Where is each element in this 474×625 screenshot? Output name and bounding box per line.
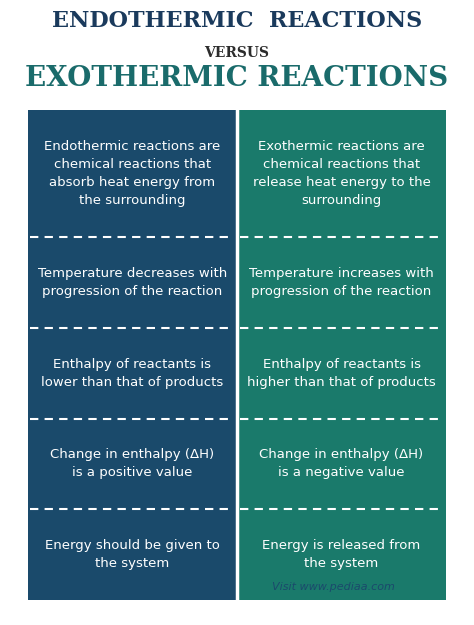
Bar: [237, 237, 446, 328]
Bar: [237, 110, 446, 237]
Bar: [237, 419, 446, 509]
Text: Energy should be given to
the system: Energy should be given to the system: [45, 539, 220, 570]
Text: EXOTHERMIC REACTIONS: EXOTHERMIC REACTIONS: [26, 65, 448, 92]
Bar: [237, 328, 446, 419]
Text: Visit www.pediaa.com: Visit www.pediaa.com: [272, 582, 395, 592]
Text: ENDOTHERMIC  REACTIONS: ENDOTHERMIC REACTIONS: [52, 10, 422, 32]
Bar: [28, 509, 237, 600]
Text: Change in enthalpy (ΔH)
is a negative value: Change in enthalpy (ΔH) is a negative va…: [259, 448, 424, 479]
Text: Temperature decreases with
progression of the reaction: Temperature decreases with progression o…: [38, 267, 227, 298]
Text: Enthalpy of reactants is
higher than that of products: Enthalpy of reactants is higher than tha…: [247, 357, 436, 389]
Text: Temperature increases with
progression of the reaction: Temperature increases with progression o…: [249, 267, 434, 298]
Bar: [28, 328, 237, 419]
Bar: [237, 509, 446, 600]
Text: Enthalpy of reactants is
lower than that of products: Enthalpy of reactants is lower than that…: [41, 357, 224, 389]
Text: Change in enthalpy (ΔH)
is a positive value: Change in enthalpy (ΔH) is a positive va…: [50, 448, 215, 479]
Text: Energy is released from
the system: Energy is released from the system: [263, 539, 421, 570]
Text: Endothermic reactions are
chemical reactions that
absorb heat energy from
the su: Endothermic reactions are chemical react…: [44, 140, 220, 207]
Text: Exothermic reactions are
chemical reactions that
release heat energy to the
surr: Exothermic reactions are chemical reacti…: [253, 140, 430, 207]
Bar: [28, 419, 237, 509]
Bar: [28, 110, 237, 237]
Bar: [28, 237, 237, 328]
Text: VERSUS: VERSUS: [204, 46, 270, 60]
